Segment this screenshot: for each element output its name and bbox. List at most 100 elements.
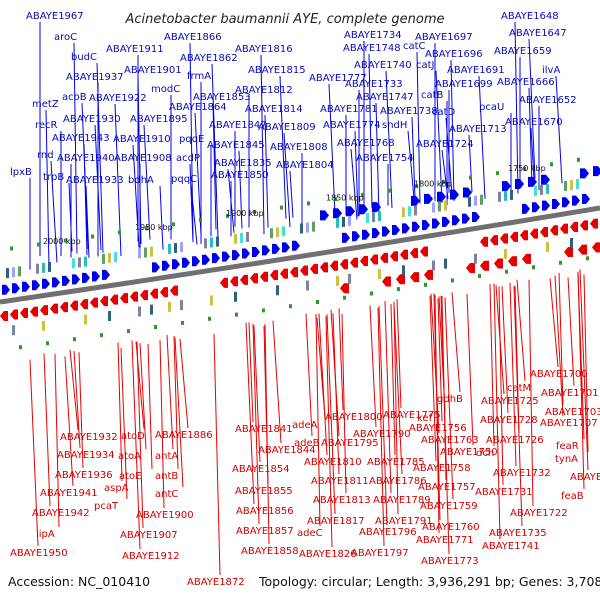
forward-gene-arrow bbox=[292, 240, 300, 251]
gene-leader-line-abaye1774 bbox=[354, 130, 359, 217]
feature-block-outer bbox=[408, 206, 411, 217]
gene-label-acob: acoB bbox=[62, 92, 87, 103]
gene-label-modc: modC bbox=[151, 84, 180, 95]
gene-label-abaye1691: ABAYE1691 bbox=[447, 65, 505, 76]
gene-label-abaye1812: ABAYE1812 bbox=[235, 85, 293, 96]
genome-stats-text: Topology: circular; Length: 3,936,291 bp… bbox=[258, 574, 600, 589]
gene-leader-line-abaye1696 bbox=[450, 59, 455, 201]
tick-label-1750-kbp: 1750 kbp bbox=[508, 164, 546, 173]
gene-leader-line-abaye1773 bbox=[440, 296, 450, 555]
reverse-gene-arrow bbox=[340, 259, 348, 270]
marker-inner bbox=[505, 269, 508, 274]
gene-leader-line-abaye1707 bbox=[554, 275, 564, 417]
gene-leader-line-abaye1796 bbox=[378, 306, 388, 526]
reverse-gene-arrow bbox=[140, 290, 148, 301]
reverse-gene-arrow bbox=[40, 305, 48, 316]
feature-block-outer bbox=[276, 227, 279, 238]
gene-leader-line-abaye1936 bbox=[78, 352, 84, 469]
gene-leader-line-abaye1950 bbox=[29, 359, 39, 547]
marker-outer bbox=[523, 166, 526, 171]
gene-label-abaye1932: ABAYE1932 bbox=[60, 432, 118, 443]
gene-leader-line-abaye1943 bbox=[83, 143, 88, 256]
gene-label-sndh: sndH bbox=[382, 120, 407, 131]
marker-inner bbox=[424, 282, 427, 287]
tick-label-1850-kbp: 1850 kbp bbox=[326, 194, 364, 203]
marker-outer bbox=[37, 242, 40, 247]
feature-block-outer bbox=[168, 243, 171, 254]
feature-block-inner bbox=[210, 295, 213, 306]
forward-gene-arrow bbox=[282, 242, 290, 253]
gene-label-abaye1750: ABAYE1750 bbox=[440, 447, 498, 458]
gene-leader-line-abaye1886 bbox=[179, 339, 189, 429]
gene-leader-line-abaye1934 bbox=[73, 351, 81, 449]
gene-label-feab: feaB bbox=[561, 491, 584, 502]
reverse-gene-arrow bbox=[360, 256, 368, 267]
feature-block-inner bbox=[336, 275, 339, 286]
reverse-gene-arrow bbox=[120, 293, 128, 304]
gene-label-abaye1847: ABAYE1847 bbox=[209, 120, 267, 131]
gene-leader-line-abaye1813 bbox=[341, 313, 347, 494]
reverse-gene-arrow bbox=[110, 294, 118, 305]
gene-leader-line-abaye1732 bbox=[509, 282, 517, 467]
gene-label-bdha: bdhA bbox=[128, 175, 154, 186]
gene-label-abaye1950: ABAYE1950 bbox=[10, 548, 68, 559]
marker-outer bbox=[496, 171, 499, 176]
reverse-gene-arrow bbox=[550, 225, 558, 236]
gene-label-abaye1774: ABAYE1774 bbox=[323, 120, 381, 131]
forward-gene-arrow bbox=[442, 216, 450, 227]
feature-block-outer bbox=[576, 178, 579, 189]
tick-label-1800-kbp: 1800 kbp bbox=[414, 179, 452, 188]
forward-gene-arrow-outer bbox=[333, 208, 342, 219]
marker-outer bbox=[361, 192, 364, 197]
feature-block-outer bbox=[6, 268, 9, 279]
gene-leader-line-abaye1786 bbox=[393, 305, 403, 475]
gene-label-abaye1943: ABAYE1943 bbox=[52, 133, 110, 144]
forward-gene-arrow-outer bbox=[580, 168, 589, 179]
gene-label-anta: antA bbox=[155, 451, 178, 462]
gene-leader-line-abaye1864 bbox=[194, 112, 202, 235]
forward-gene-arrow bbox=[172, 259, 180, 270]
gene-leader-line-tyna bbox=[583, 274, 589, 453]
gene-label-antc: antC bbox=[155, 489, 178, 500]
forward-gene-arrow bbox=[382, 226, 390, 237]
marker-outer bbox=[145, 226, 148, 231]
gene-leader-line-abaye1854 bbox=[253, 325, 261, 463]
gene-label-aspa: aspA bbox=[104, 483, 129, 494]
gene-label-abaye1864: ABAYE1864 bbox=[169, 102, 227, 113]
marker-outer bbox=[64, 238, 67, 243]
forward-gene-arrow bbox=[222, 251, 230, 262]
gene-leader-line-abaye1817 bbox=[326, 314, 336, 515]
forward-gene-arrow bbox=[452, 215, 460, 226]
reverse-gene-arrow bbox=[420, 246, 428, 257]
gene-label-abaye1817: ABAYE1817 bbox=[307, 516, 365, 527]
gene-label-abaye1814: ABAYE1814 bbox=[245, 104, 303, 115]
gene-leader-line-acdp bbox=[189, 163, 194, 243]
feature-block-outer bbox=[306, 222, 309, 233]
gene-leader-line-atoe bbox=[147, 343, 153, 470]
gene-label-abaye1735: ABAYE1735 bbox=[489, 528, 547, 539]
gene-label-abaye1862: ABAYE1862 bbox=[180, 53, 238, 64]
gene-leader-line-abaye1845 bbox=[238, 150, 243, 229]
feature-block-outer bbox=[504, 190, 507, 201]
gene-leader-line-abaye1771 bbox=[434, 295, 440, 534]
forward-gene-arrow bbox=[92, 271, 100, 282]
gene-label-abaye1732: ABAYE1732 bbox=[493, 468, 551, 479]
feature-block-outer bbox=[180, 242, 183, 253]
reverse-gene-arrow bbox=[150, 288, 158, 299]
gene-label-abaye1908: ABAYE1908 bbox=[114, 153, 172, 164]
forward-gene-arrow bbox=[12, 283, 20, 294]
feature-block-outer bbox=[378, 211, 381, 222]
feature-block-outer bbox=[210, 237, 213, 248]
gene-leader-line-antc bbox=[174, 337, 184, 488]
gene-leader-line-feab bbox=[577, 271, 585, 490]
gene-label-abaye1786: ABAYE1786 bbox=[369, 476, 427, 487]
feature-block-outer bbox=[12, 267, 15, 278]
feature-block-outer bbox=[402, 207, 405, 218]
gene-label-abaye1759: ABAYE1759 bbox=[420, 501, 478, 512]
marker-inner bbox=[262, 308, 265, 313]
gene-label-abaye1936: ABAYE1936 bbox=[55, 470, 113, 481]
gene-leader-line-abaye1738 bbox=[411, 116, 416, 199]
forward-gene-arrow bbox=[152, 262, 160, 273]
gene-leader-line-abaye1768 bbox=[350, 148, 358, 220]
